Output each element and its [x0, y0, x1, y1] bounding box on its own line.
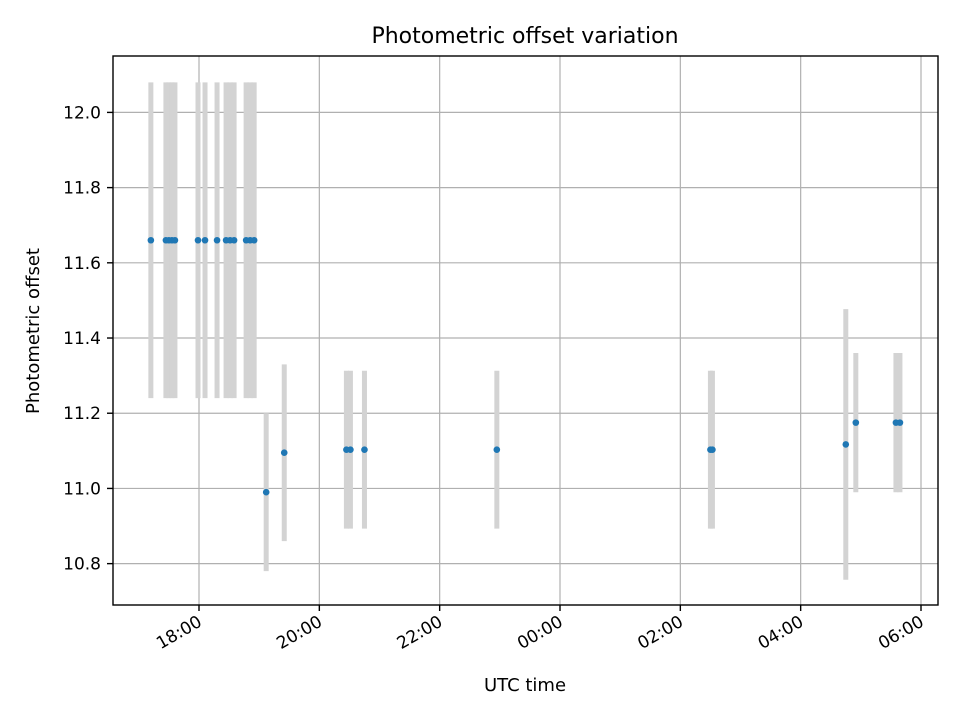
data-point — [280, 449, 288, 457]
data-point — [201, 236, 209, 244]
y-tick-label: 11.0 — [63, 479, 101, 499]
data-point — [347, 446, 354, 454]
y-axis-label: Photometric offset — [23, 248, 44, 414]
chart-title: Photometric offset variation — [371, 24, 678, 49]
x-tick-label: 04:00 — [755, 612, 807, 654]
x-tick-label: 02:00 — [634, 612, 686, 654]
x-tick-label: 00:00 — [514, 612, 566, 654]
y-tick-label: 11.6 — [63, 254, 101, 274]
data-point — [147, 236, 155, 244]
x-tick-label: 18:00 — [153, 612, 205, 654]
y-axis: 10.8 11.0 11.2 11.4 11.6 11.8 12.0 — [63, 103, 113, 575]
x-tick-label: 20:00 — [273, 612, 325, 654]
grid — [113, 56, 938, 605]
data-point — [230, 236, 238, 244]
data-point — [709, 446, 716, 454]
data-points — [147, 236, 904, 496]
x-axis: 18:00 20:00 22:00 00:00 02:00 04:00 06:00 — [153, 605, 928, 654]
x-tick-label: 06:00 — [875, 612, 927, 654]
data-point — [361, 446, 368, 454]
data-point — [250, 236, 258, 244]
y-tick-label: 12.0 — [63, 103, 101, 123]
error-bars — [148, 82, 903, 580]
x-tick-label: 22:00 — [394, 612, 446, 654]
data-point — [842, 441, 850, 448]
data-point — [171, 236, 179, 244]
y-tick-label: 11.4 — [63, 329, 101, 349]
y-tick-label: 10.8 — [63, 555, 101, 575]
data-point — [194, 236, 202, 244]
y-tick-label: 11.2 — [63, 404, 101, 424]
plot-frame — [112, 55, 939, 606]
x-axis-label: UTC time — [484, 675, 566, 696]
y-tick-label: 11.8 — [63, 179, 101, 199]
data-point — [493, 446, 501, 454]
data-point — [213, 236, 221, 244]
data-point — [262, 488, 270, 496]
data-point — [896, 419, 904, 426]
data-point — [852, 419, 860, 426]
